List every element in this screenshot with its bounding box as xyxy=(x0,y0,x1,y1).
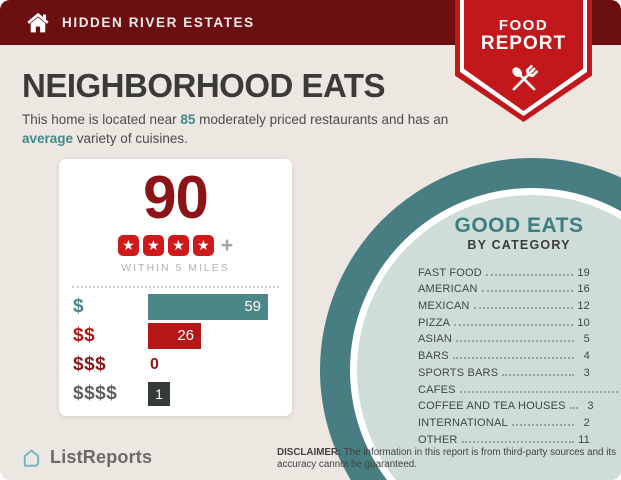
price-level-label: $ xyxy=(73,295,85,317)
price-level-label: $$$ xyxy=(73,353,107,375)
dot-leader xyxy=(485,273,574,276)
category-label: CAFES xyxy=(418,383,456,396)
category-row: OTHER 11 xyxy=(418,429,590,446)
page-title: NEIGHBORHOOD EATS xyxy=(22,67,386,104)
bar-area: 1 xyxy=(148,381,280,407)
dot-leader xyxy=(473,307,574,310)
category-row: AMERICAN 16 xyxy=(418,279,590,296)
zero-value: 0 xyxy=(150,355,159,373)
radius-label: WITHIN 5 MILES xyxy=(121,262,230,274)
category-label: COFFEE AND TEA HOUSES xyxy=(418,400,566,413)
score-value: 90 xyxy=(143,164,209,231)
category-value: 16 xyxy=(577,283,590,296)
star-icon: ★ xyxy=(117,234,139,256)
restaurant-count: 85 xyxy=(180,112,196,127)
disclaimer-text: The information in this report is from t… xyxy=(277,447,617,470)
home-icon xyxy=(27,12,49,32)
category-label: INTERNATIONAL xyxy=(418,416,508,429)
rating-stars: ★ ★ ★ ★ + xyxy=(59,234,292,256)
category-row: MEXICAN 12 xyxy=(418,295,590,312)
dot-leader xyxy=(452,357,574,360)
dot-leader xyxy=(456,340,574,343)
price-level-bar: 26 xyxy=(148,322,201,349)
ribbon-food-label: FOOD xyxy=(498,17,549,34)
crossed-utensils-icon xyxy=(511,64,538,91)
price-level-bar: 59 xyxy=(148,293,268,320)
estate-name: HIDDEN RIVER ESTATES xyxy=(62,15,255,30)
ribbon-inner: FOOD REPORT xyxy=(464,0,583,111)
star-icon: ★ xyxy=(142,234,164,256)
variety-level: average xyxy=(22,130,74,146)
category-value: 2 xyxy=(583,416,590,429)
plus-sign: + xyxy=(220,233,234,257)
dot-leader xyxy=(454,323,574,326)
category-row: ASIAN 5 xyxy=(418,329,590,346)
category-label: SPORTS BARS xyxy=(418,366,499,379)
dot-leader xyxy=(502,373,574,376)
dotted-divider xyxy=(72,286,279,288)
price-bar-chart: $59 $$ 26 $$$ 0 $$$$ 1 xyxy=(59,292,292,408)
subtitle: This home is located near 85 moderately … xyxy=(22,111,454,149)
category-value: 11 xyxy=(578,433,590,446)
bar-row: $59 xyxy=(73,292,280,321)
category-row: BARS 4 xyxy=(418,345,590,362)
house-pin-icon xyxy=(23,449,40,467)
star-icon: ★ xyxy=(167,234,189,256)
category-row: INTERNATIONAL 2 xyxy=(418,412,590,429)
disclaimer-label: DISCLAIMER: xyxy=(277,447,342,458)
bar-row: $$ 26 xyxy=(73,321,280,350)
subtitle-part1: This home is located near xyxy=(22,112,181,127)
brand-logo: ListReports xyxy=(20,446,152,469)
category-label: BARS xyxy=(418,350,449,363)
star-icon: ★ xyxy=(192,234,214,256)
dot-leader xyxy=(569,407,578,410)
category-label: ASIAN xyxy=(418,333,453,346)
category-row: PIZZA 10 xyxy=(418,312,590,329)
subtitle-part2: moderately priced restaurants and has an xyxy=(195,112,449,127)
category-circle xyxy=(320,158,621,480)
dot-leader xyxy=(461,440,574,443)
disclaimer: DISCLAIMER: The information in this repo… xyxy=(277,447,617,470)
category-label: FAST FOOD xyxy=(418,266,482,279)
bar-area: 59 xyxy=(148,293,280,320)
food-report-ribbon: FOOD REPORT xyxy=(455,0,592,122)
category-value: 4 xyxy=(583,350,590,363)
good-eats-subtitle: BY CATEGORY xyxy=(467,238,571,252)
dot-leader xyxy=(511,423,574,426)
bar-area: 0 xyxy=(148,352,280,378)
category-value: 19 xyxy=(577,266,590,279)
good-eats-heading: GOOD EATS BY CATEGORY xyxy=(419,214,619,253)
bar-area: 26 xyxy=(148,322,280,349)
good-eats-title: GOOD EATS xyxy=(454,214,584,237)
bar-row: $$$ 0 xyxy=(73,350,280,379)
title-block: NEIGHBORHOOD EATS This home is located n… xyxy=(22,68,462,149)
price-level-bar: 1 xyxy=(148,381,170,406)
category-row: CAFES xyxy=(418,379,621,396)
category-row: FAST FOOD 19 xyxy=(418,262,590,279)
brand-name: ListReports xyxy=(50,447,153,467)
category-value: 5 xyxy=(583,333,590,346)
price-level-label: $$ xyxy=(73,324,96,346)
category-value: 10 xyxy=(577,316,590,329)
category-label: OTHER xyxy=(418,433,458,446)
price-level-label: $$$$ xyxy=(73,382,118,404)
dot-leader xyxy=(459,390,618,393)
score-card: 90 ★ ★ ★ ★ + WITHIN 5 MILES $59 $$ 26 $$$ 0 $$$$ 1 xyxy=(59,159,292,416)
category-list: FAST FOOD 19 AMERICAN 16 MEXICAN 12 PIZZA 10 ASI… xyxy=(418,262,618,446)
dot-leader xyxy=(481,290,574,293)
category-row: SPORTS BARS 3 xyxy=(418,362,590,379)
bar-row: $$$$ 1 xyxy=(73,379,280,408)
category-value: 3 xyxy=(587,400,594,413)
category-row: COFFEE AND TEA HOUSES 3 xyxy=(418,396,593,413)
category-label: PIZZA xyxy=(418,316,451,329)
subtitle-part3: variety of cuisines. xyxy=(73,130,188,146)
ribbon-report-label: REPORT xyxy=(480,33,567,54)
category-label: MEXICAN xyxy=(418,300,470,313)
category-value: 3 xyxy=(583,366,590,379)
category-label: AMERICAN xyxy=(418,283,478,296)
category-value: 12 xyxy=(577,300,590,313)
